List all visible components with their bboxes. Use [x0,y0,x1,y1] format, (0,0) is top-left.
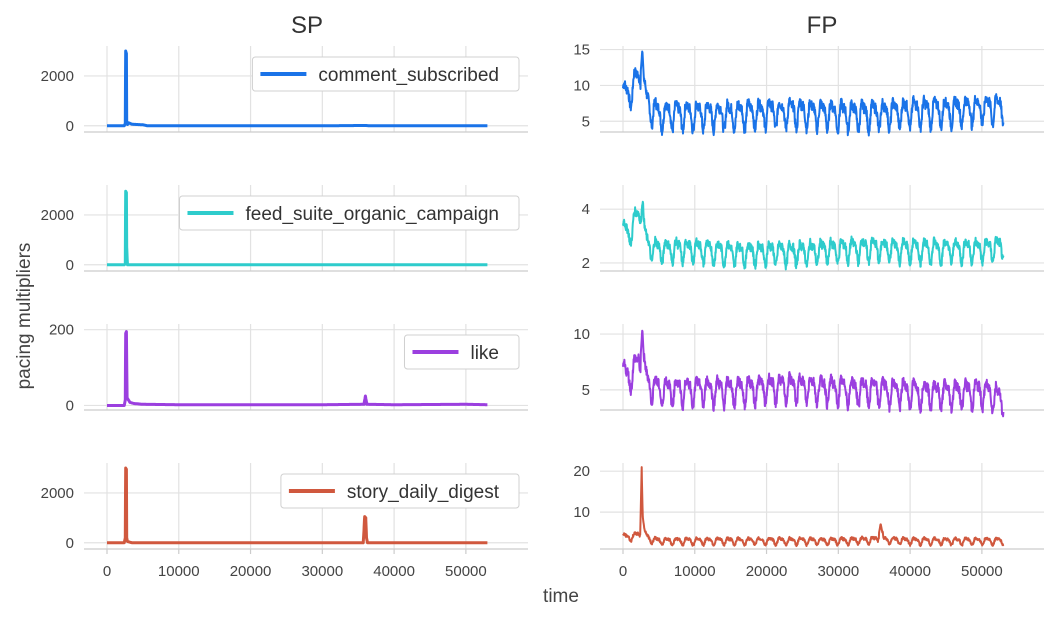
fp-column-title: FP [807,12,838,39]
legend-label: comment_subscribed [318,65,499,86]
legend-label: like [470,343,499,364]
series-line-fp-comment_subscribed [622,50,1005,137]
x-tick-label: 30000 [301,563,343,580]
panel-fp-story_daily_digest: 10 20 0 10000 20000 30000 40000 50000 [573,463,1044,580]
x-tick-label: 0 [619,563,627,580]
x-tick-label: 40000 [889,563,931,580]
panel-sp-feed_suite_organic_campaign: 0 2000 feed_suite_organic_campaign [41,185,528,274]
y-tick-label: 0 [66,397,74,414]
legend-like: like [403,334,520,370]
x-tick-label: 20000 [746,563,788,580]
y-tick-label: 10 [573,326,590,343]
series-line-fp-feed_suite_organic_campaign [622,200,1005,271]
x-tick-label: 40000 [373,563,415,580]
series-line-fp-like [622,329,1005,418]
x-tick-label: 0 [103,563,111,580]
legend-label: story_daily_digest [347,482,500,503]
x-tick-label: 30000 [817,563,859,580]
panel-sp-like: 0 200 like [49,322,528,414]
panel-fp-like: 5 10 [573,324,1044,418]
series-line-sp-like [105,330,489,407]
panel-fp-comment_subscribed: 5 10 15 [573,42,1044,137]
legend-box [280,473,520,509]
x-tick-label: 10000 [158,563,200,580]
x-tick-label: 20000 [230,563,272,580]
y-axis-label: pacing multipliers [14,243,35,390]
y-tick-label: 4 [582,201,590,218]
y-tick-label: 10 [573,77,590,94]
legend-feed_suite_organic_campaign: feed_suite_organic_campaign [178,195,520,231]
legend-story_daily_digest: story_daily_digest [280,473,520,509]
y-tick-label: 200 [49,322,74,339]
legend-label: feed_suite_organic_campaign [245,204,499,225]
x-axis-label: time [543,586,579,607]
y-tick-label: 0 [66,118,74,135]
legend-box [403,334,520,370]
y-tick-label: 0 [66,535,74,552]
x-tick-label: 50000 [445,563,487,580]
series-line-sp-story_daily_digest [105,466,489,545]
legend-box [178,195,520,231]
series-line-sp-feed_suite_organic_campaign [105,189,489,267]
y-tick-label: 2000 [41,207,74,224]
legend-comment_subscribed: comment_subscribed [251,56,520,92]
y-tick-label: 2000 [41,485,74,502]
panel-fp-feed_suite_organic_campaign: 24 [582,185,1044,272]
y-tick-label: 5 [582,113,590,130]
legend-box [251,56,520,92]
y-tick-label: 20 [573,463,590,480]
panel-sp-comment_subscribed: 0 2000 comment_subscribed [41,46,528,135]
y-tick-label: 5 [582,382,590,399]
y-tick-label: 15 [573,42,590,59]
x-tick-label: 50000 [961,563,1003,580]
sp-column-title: SP [291,12,323,39]
series-line-sp-comment_subscribed [105,49,489,128]
x-tick-label: 10000 [674,563,716,580]
series-line-fp-story_daily_digest [622,466,1005,548]
y-tick-label: 2 [582,255,590,272]
y-tick-label: 0 [66,257,74,274]
y-tick-label: 2000 [41,68,74,85]
y-tick-label: 10 [573,504,590,521]
